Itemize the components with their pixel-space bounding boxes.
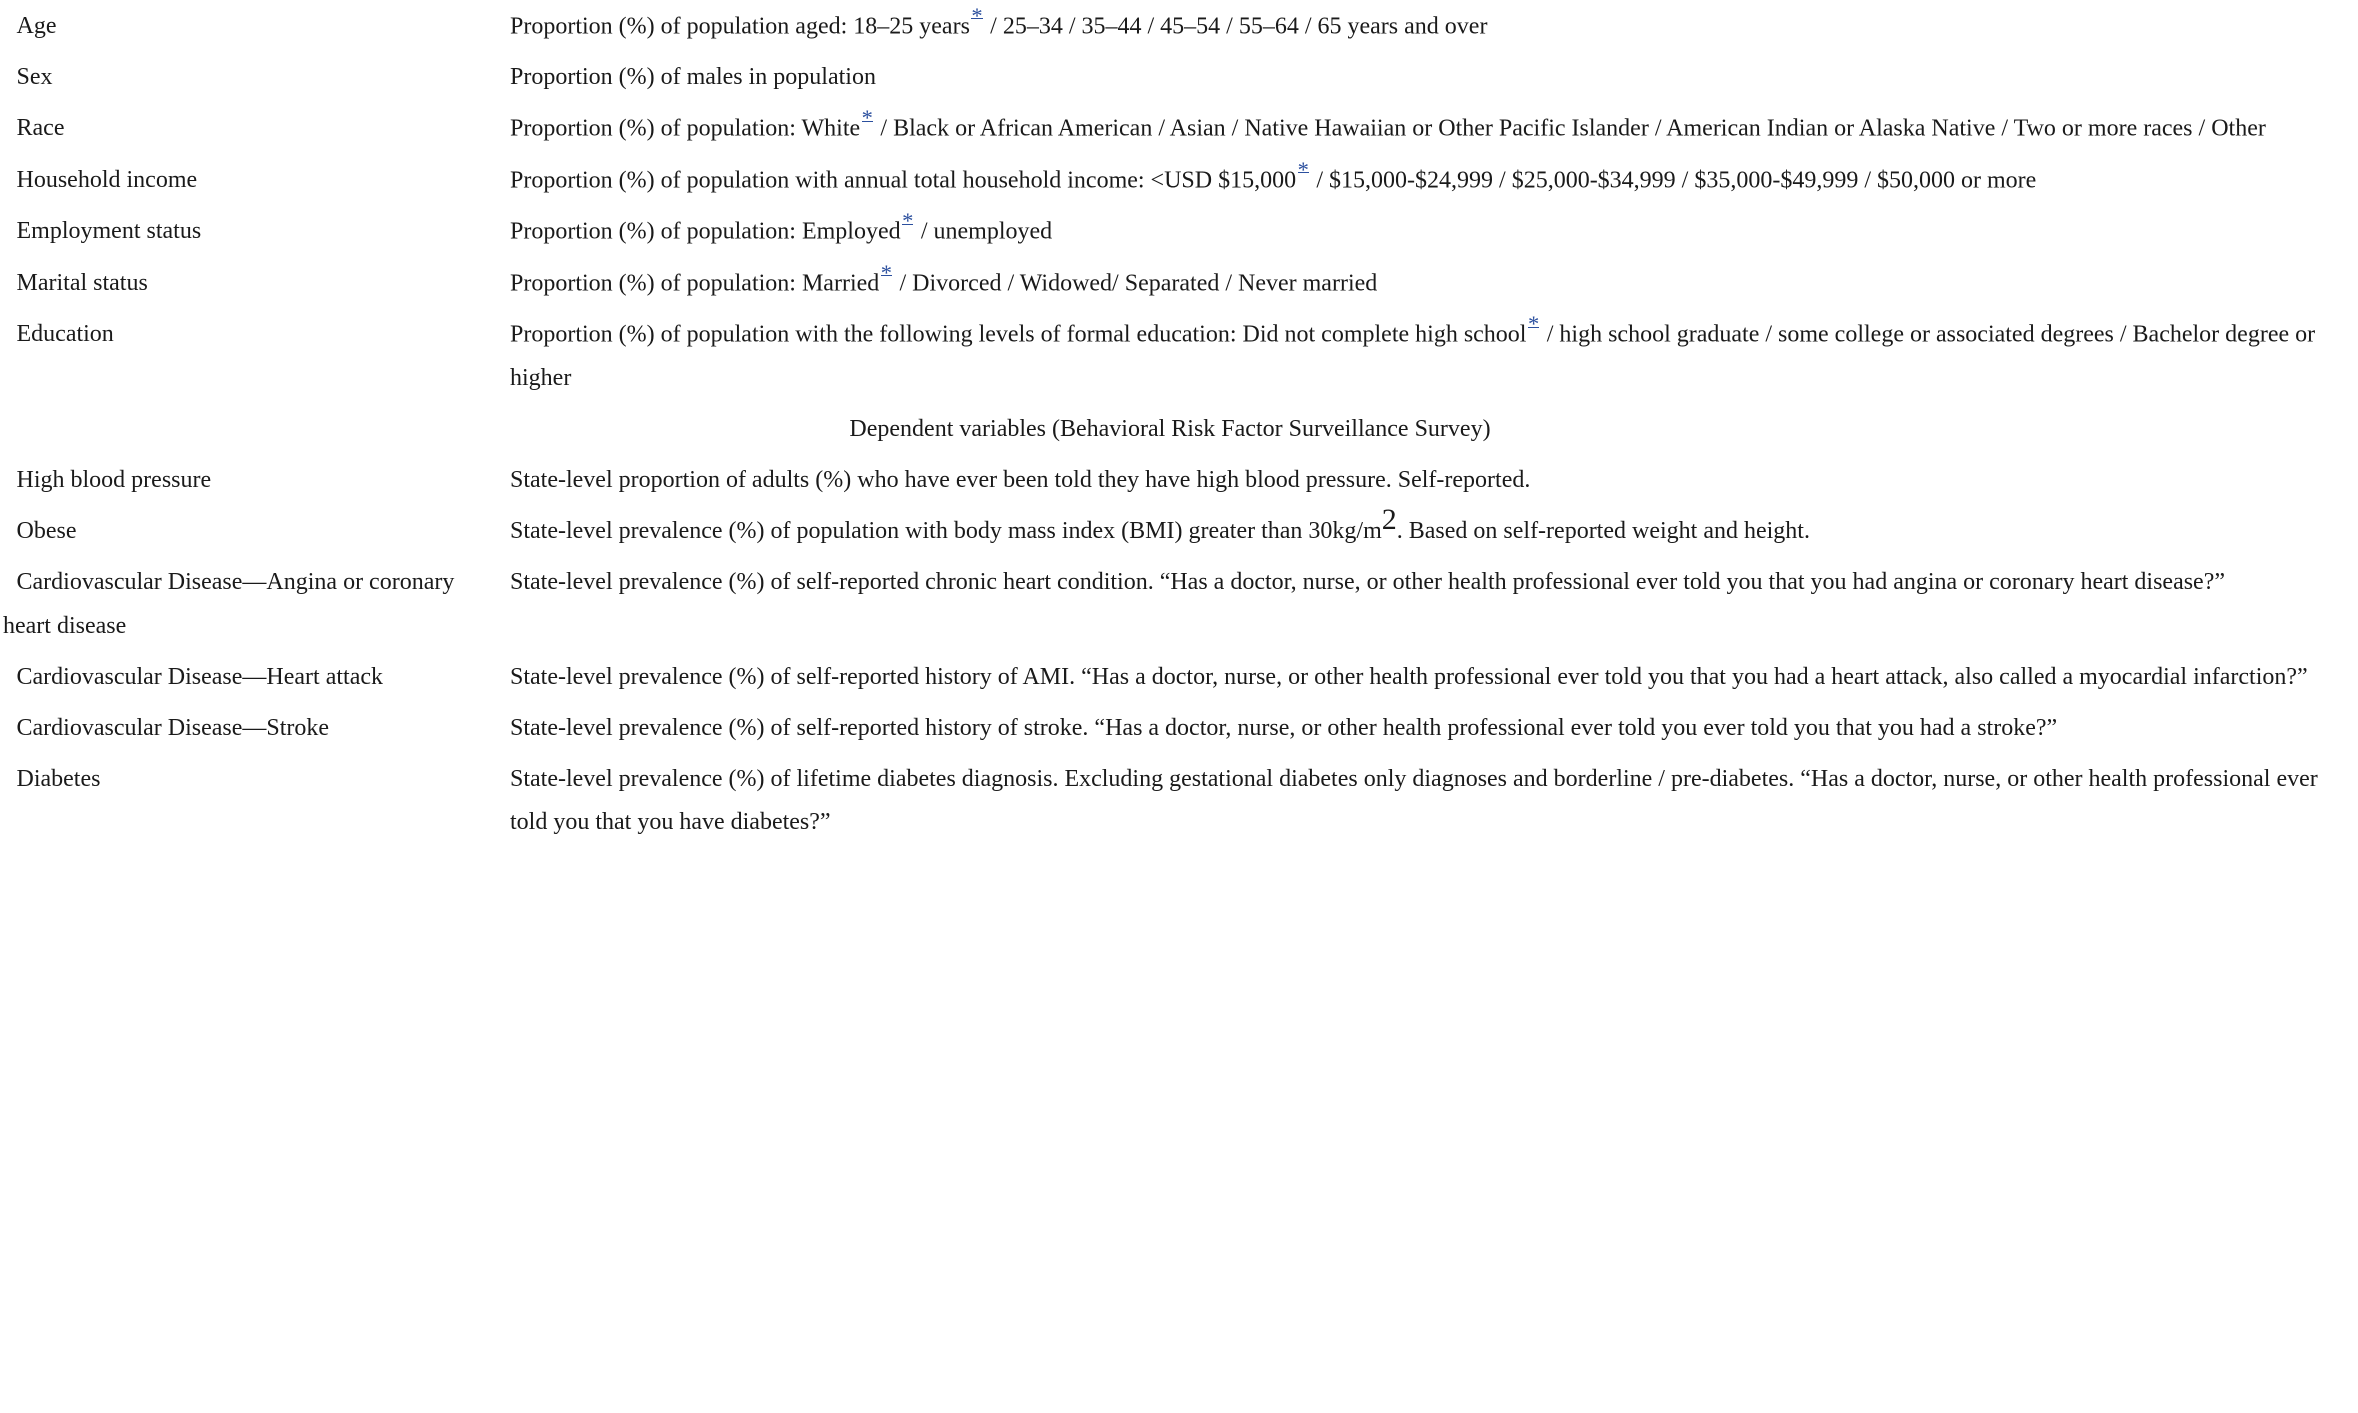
table-row-household-income: Household income Proportion (%) of popul… (0, 154, 2340, 206)
table-row-race: Race Proportion (%) of population: White… (0, 103, 2340, 155)
row-label: Marital status (16, 269, 148, 296)
footnote-link[interactable]: * (880, 259, 893, 285)
row-label: Obese (16, 518, 77, 544)
description-text: Proportion (%) of males in population (510, 64, 876, 90)
table-row-angina: Cardiovascular Disease—Angina or coronar… (0, 557, 2340, 652)
row-description: State-level prevalence (%) of self-repor… (510, 569, 2226, 595)
row-label: Cardiovascular Disease—Stroke (16, 714, 330, 741)
section-heading: Dependent variables (Behavioral Risk Fac… (849, 416, 1491, 442)
row-description: Proportion (%) of population aged: 18–25… (510, 0, 2340, 52)
description-text: / Divorced / Widowed/ Separated / Never … (893, 270, 1378, 296)
section-heading-row: Dependent variables (Behavioral Risk Fac… (0, 404, 2340, 455)
row-label: Sex (16, 64, 53, 90)
table-row-obese: Obese State-level prevalence (%) of popu… (0, 503, 2340, 557)
footnote-link[interactable]: * (1297, 156, 1309, 182)
row-label: High blood pressure (16, 467, 212, 493)
row-description: Proportion (%) of population: Married * /… (510, 257, 2340, 309)
row-description: Proportion (%) of males in population (510, 52, 2340, 103)
table-row-education: Education Proportion (%) of population w… (0, 309, 2340, 404)
superscript: 2 (1381, 503, 1397, 536)
description-text: . Based on self-reported weight and heig… (1396, 518, 1810, 544)
description-text: / $15,000-$24,999 / $25,000-$34,999 / $3… (1310, 167, 2037, 193)
row-label: Household income (16, 166, 198, 193)
row-label: Race (16, 115, 65, 141)
description-text: / Black or African American / Asian / Na… (874, 115, 2266, 142)
description-text: Proportion (%) of population aged: 18–25… (510, 13, 970, 39)
row-description: State-level prevalence (%) of lifetime d… (510, 765, 2318, 836)
table-row-high-blood-pressure: High blood pressure State-level proporti… (0, 455, 2340, 506)
row-description: State-level prevalence (%) of self-repor… (510, 714, 2058, 741)
table-row-heart-attack: Cardiovascular Disease—Heart attack Stat… (0, 651, 2340, 702)
row-label: Employment status (16, 218, 202, 244)
row-description: State-level proportion of adults (%) who… (510, 467, 1531, 493)
footnote-link[interactable]: * (1527, 311, 1540, 336)
row-description: Proportion (%) of population: White * / B… (510, 103, 2340, 155)
row-label: Cardiovascular Disease—Angina or coronar… (3, 569, 455, 639)
table-row-employment-status: Employment status Proportion (%) of popu… (0, 206, 2340, 258)
description-text: / 25–34 / 35–44 / 45–54 / 55–64 / 65 yea… (984, 13, 1488, 39)
description-text: / unemployed (914, 218, 1053, 245)
footnote-link[interactable]: * (861, 105, 873, 130)
variables-table: Age Proportion (%) of population aged: 1… (0, 0, 2340, 848)
row-description: Proportion (%) of population: Employed * … (510, 206, 2340, 258)
description-text: Proportion (%) of population with annual… (510, 167, 1297, 193)
description-text: Proportion (%) of population: White (510, 115, 861, 142)
row-description: State-level prevalence (%) of population… (510, 503, 2340, 557)
row-label: Diabetes (16, 765, 101, 792)
table-row-diabetes: Diabetes State-level prevalence (%) of l… (0, 753, 2340, 848)
row-description: Proportion (%) of population with the fo… (510, 309, 2340, 404)
table-row-sex: Sex Proportion (%) of males in populatio… (0, 52, 2340, 103)
row-label: Cardiovascular Disease—Heart attack (16, 663, 384, 690)
row-description: State-level prevalence (%) of self-repor… (510, 663, 2308, 690)
description-text: Proportion (%) of population: Married (510, 270, 880, 296)
footnote-link[interactable]: * (971, 2, 983, 28)
row-label: Age (16, 12, 57, 39)
row-description: Proportion (%) of population with annual… (510, 154, 2340, 206)
description-text: / high school graduate / some college or… (510, 321, 2316, 392)
description-text: Proportion (%) of population with the fo… (510, 321, 1527, 348)
footnote-link[interactable]: * (902, 208, 914, 233)
description-text: State-level prevalence (%) of population… (510, 518, 1382, 544)
table-row-stroke: Cardiovascular Disease—Stroke State-leve… (0, 702, 2340, 753)
row-label: Education (16, 321, 114, 347)
table-row-marital-status: Marital status Proportion (%) of populat… (0, 257, 2340, 309)
table-row-age: Age Proportion (%) of population aged: 1… (0, 0, 2340, 52)
description-text: Proportion (%) of population: Employed (510, 218, 901, 245)
